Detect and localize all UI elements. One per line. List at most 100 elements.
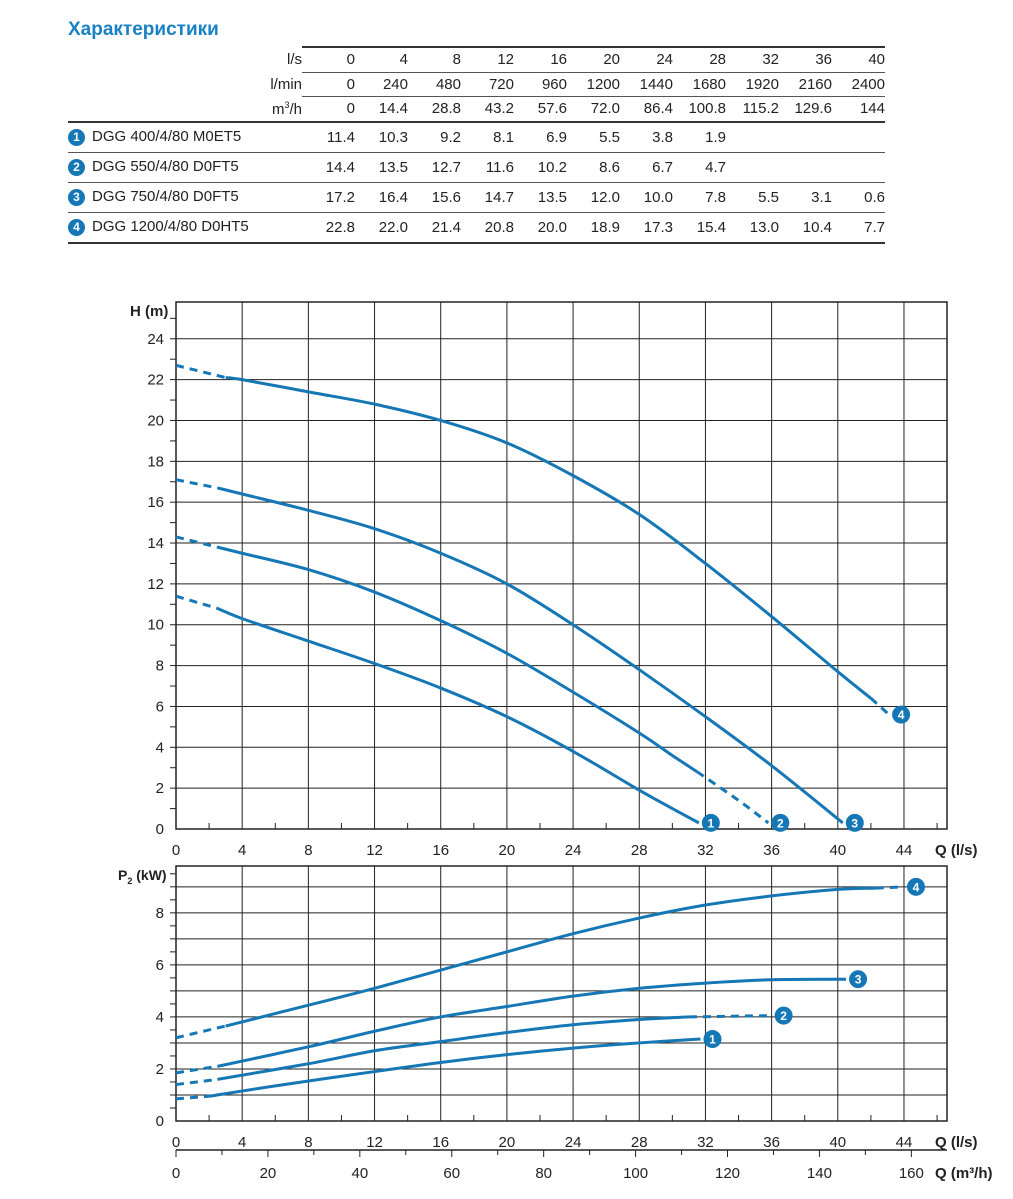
y-tick-label: 12	[147, 576, 164, 593]
head-value: 10.4	[779, 211, 832, 244]
x-tick-label: 16	[432, 842, 449, 859]
x-tick-label: 20	[499, 842, 516, 859]
x-tick-label: 16	[432, 1134, 449, 1151]
header-cell: 480	[408, 71, 461, 97]
model-name: DGG 1200/4/80 D0HT5	[92, 218, 249, 236]
header-cell: 8	[408, 46, 461, 72]
header-cell: 28.8	[408, 96, 461, 122]
unit-text: m3/h	[271, 99, 302, 118]
x2-tick-label: 0	[172, 1165, 180, 1182]
curve-label-number: 1	[707, 816, 714, 830]
header-cell: 240	[355, 71, 408, 97]
y-tick-label: 4	[156, 1009, 164, 1026]
header-cell: 2400	[832, 71, 885, 97]
header-cell: 32	[726, 46, 779, 72]
x-tick-label: 8	[304, 1134, 312, 1151]
head-value	[726, 120, 779, 152]
head-value: 6.7	[620, 151, 673, 182]
x-tick-label: 40	[829, 842, 846, 859]
model-row: 3 DGG 750/4/80 D0FT5 17.2 16.4 15.6 14.7 13.5 1…	[68, 181, 885, 212]
curve-number-badge: 1	[68, 128, 85, 146]
curve-4-dashed	[175, 363, 226, 380]
head-value: 13.5	[355, 151, 408, 182]
x2-tick-label: 80	[535, 1165, 552, 1182]
model-name: DGG 750/4/80 D0FT5	[92, 188, 239, 206]
header-cell: 720	[461, 71, 514, 97]
y-tick-label: 8	[156, 905, 164, 922]
x-tick-label: 36	[763, 842, 780, 859]
curve-3-solid	[217, 977, 847, 1068]
header-cell: 0	[302, 46, 355, 72]
curve-4-solid	[225, 886, 876, 1028]
header-cell: 57.6	[514, 96, 567, 122]
y-tick-label: 18	[147, 453, 164, 470]
header-cell: 0	[302, 96, 355, 122]
header-cell: 4	[355, 46, 408, 72]
header-cell: 28	[673, 46, 726, 72]
plot-frame	[175, 301, 948, 830]
y-tick-label: 0	[156, 1113, 164, 1130]
curve-label-number: 4	[898, 708, 905, 722]
model-name: DGG 550/4/80 D0FT5	[92, 158, 239, 176]
head-value: 10.2	[514, 151, 567, 182]
head-value: 4.7	[673, 151, 726, 182]
x2-tick-label: 20	[260, 1165, 277, 1182]
y-tick-label: 2	[156, 1061, 164, 1078]
header-cell: 100.8	[673, 96, 726, 122]
y-axis-label: H (m)	[130, 303, 168, 320]
curve-3-solid	[217, 486, 844, 825]
head-value: 16.4	[355, 181, 408, 212]
head-value: 3.8	[620, 120, 673, 152]
head-value: 14.7	[461, 181, 514, 212]
unit-label: l/min	[68, 72, 302, 97]
curve-label-badge	[774, 1006, 793, 1025]
header-cell: 43.2	[461, 96, 514, 122]
head-value: 9.2	[408, 120, 461, 152]
head-value: 12.0	[567, 181, 620, 212]
plot-frame	[175, 865, 948, 1122]
curve-2-solid	[217, 1015, 689, 1081]
x2-tick-label: 120	[715, 1165, 740, 1182]
x-tick-label: 44	[896, 1134, 913, 1151]
curve-4-solid	[225, 376, 872, 700]
y-tick-label: 6	[156, 957, 164, 974]
head-value: 8.6	[567, 151, 620, 182]
curve-label-badge	[906, 877, 925, 896]
x-tick-label: 20	[499, 1134, 516, 1151]
curve-label-badge	[771, 813, 790, 832]
unit-sup: 3	[284, 99, 290, 110]
y-axis-label: P2 (kW)	[118, 867, 167, 886]
curve-label-badge	[703, 1030, 722, 1049]
x-tick-label: 24	[565, 1134, 582, 1151]
curve-label-badge	[845, 813, 864, 832]
header-cell: 1440	[620, 71, 673, 97]
curve-number-badge: 3	[68, 188, 85, 206]
head-value: 20.8	[461, 211, 514, 244]
model-label: 3 DGG 750/4/80 D0FT5	[68, 181, 302, 212]
head-value	[779, 120, 832, 152]
curve-2-dashed	[175, 1077, 218, 1087]
x-tick-label: 24	[565, 842, 582, 859]
curve-label-number: 3	[855, 973, 862, 987]
head-value: 15.6	[408, 181, 461, 212]
head-value: 13.5	[514, 181, 567, 212]
header-cell: 72.0	[567, 96, 620, 122]
y-tick-label: 24	[147, 331, 164, 348]
head-value: 11.6	[461, 151, 514, 182]
head-value: 14.4	[302, 151, 355, 182]
curve-label-number: 2	[777, 816, 784, 830]
x-tick-label: 32	[697, 842, 714, 859]
head-value: 10.0	[620, 181, 673, 212]
section-title: Характеристики	[68, 19, 219, 40]
unit-text: l/s	[287, 51, 302, 68]
curve-1-dashed	[175, 1094, 210, 1101]
header-cell: 12	[461, 46, 514, 72]
head-value: 11.4	[302, 120, 355, 152]
x-tick-label: 44	[896, 842, 913, 859]
x-tick-label: 8	[304, 842, 312, 859]
head-value: 15.4	[673, 211, 726, 244]
header-cell: 14.4	[355, 96, 408, 122]
header-cell: 1920	[726, 71, 779, 97]
header-row: l/min 0 240 480 720 960 1200 1440 1680 1920 2160 24…	[68, 71, 885, 97]
x-tick-label: 28	[631, 842, 648, 859]
